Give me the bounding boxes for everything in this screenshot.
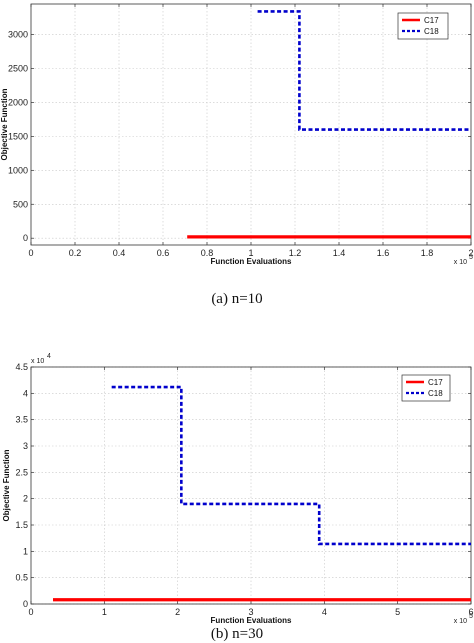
legend-label-c18: C18 (424, 27, 439, 36)
y-tick-label: 0 (23, 599, 28, 609)
x-tick-label: 2 (468, 248, 473, 258)
x-axis-multiplier: x 10 (454, 259, 467, 266)
chart-b: 0 1 2 3 4 5 600.511.522.533.544.5C17C18Functio… (2, 353, 474, 642)
legend-label-c17: C17 (428, 378, 443, 387)
x-tick-label: 0.2 (69, 248, 82, 258)
x-axis-label: Function Evaluations (211, 616, 292, 625)
y-tick-label: 4.5 (15, 362, 28, 372)
x-tick-label: 1.4 (333, 248, 346, 258)
legend-label-c17: C17 (424, 16, 439, 25)
legend-label-c18: C18 (428, 389, 443, 398)
x-axis-multiplier-exponent: 5 (469, 613, 473, 620)
x-axis-label: Function Evaluations (211, 257, 292, 266)
y-axis-multiplier-exponent: 4 (47, 353, 51, 360)
y-tick-label: 500 (13, 199, 28, 209)
y-tick-label: 1000 (8, 165, 28, 175)
y-tick-label: 1.5 (15, 520, 28, 530)
x-tick-label: 0.8 (201, 248, 214, 258)
y-tick-label: 2500 (8, 63, 28, 73)
series-line-c18 (257, 10, 471, 131)
chart-a: 0 0.2 0.4 0.6 0.8 1 1.2 1.4 1.6 1.8 2 0 500 1000 1500 2… (0, 3, 474, 307)
y-tick-label: 0.5 (15, 573, 28, 583)
x-tick-label: 3 (248, 607, 253, 617)
x-tick-label: 0 (28, 607, 33, 617)
y-tick-label: 2000 (8, 97, 28, 107)
x-tick-label: 0 (28, 248, 33, 258)
x-tick-label: 1 (248, 248, 253, 258)
y-axis-multiplier: x 10 (31, 358, 44, 365)
y-axis-label: Objective Function (2, 449, 11, 521)
x-tick-label: 0.6 (157, 248, 170, 258)
x-tick-label: 4 (322, 607, 327, 617)
y-tick-label: 2.5 (15, 467, 28, 477)
x-tick-label: 1 (102, 607, 107, 617)
y-tick-label: 4 (23, 388, 28, 398)
y-tick-label: 1500 (8, 131, 28, 141)
x-tick-label: 1.6 (377, 248, 390, 258)
x-tick-label: 1.2 (289, 248, 302, 258)
y-tick-label: 0 (23, 233, 28, 243)
x-axis-multiplier: x 10 (454, 618, 467, 625)
y-tick-label: 3000 (8, 30, 28, 40)
legend-box (397, 12, 449, 40)
y-tick-label: 2 (23, 494, 28, 504)
x-tick-label: 2 (175, 607, 180, 617)
x-tick-label: 6 (468, 607, 473, 617)
series-line-c18 (111, 385, 471, 546)
figure-caption: (b) n=30 (211, 626, 263, 642)
x-tick-label: 0.4 (113, 248, 126, 258)
y-tick-label: 3 (23, 441, 28, 451)
x-axis-multiplier-exponent: 5 (469, 254, 473, 261)
y-axis-label: Objective Function (0, 88, 9, 160)
y-tick-label: 1 (23, 546, 28, 556)
x-tick-label: 1.8 (421, 248, 434, 258)
figure-caption: (a) n=10 (211, 291, 262, 307)
x-tick-label: 5 (395, 607, 400, 617)
legend-box (401, 374, 451, 402)
y-tick-label: 3.5 (15, 415, 28, 425)
